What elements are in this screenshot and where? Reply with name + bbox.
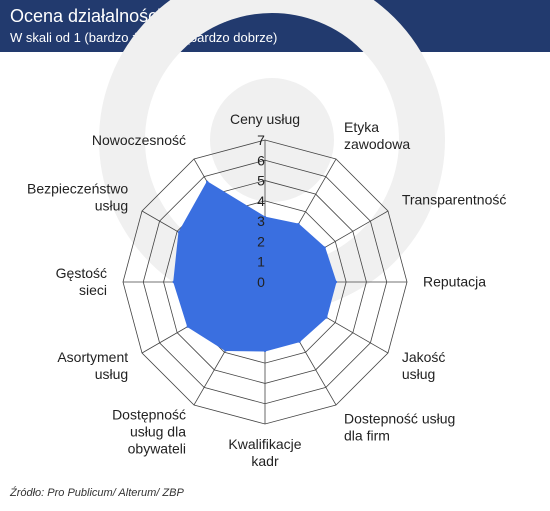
data-point [297,222,300,226]
category-label: Ceny usług [230,111,300,127]
category-label: usług [95,366,128,382]
data-point [172,280,175,284]
tick-label: 4 [257,193,265,209]
category-label: Reputacja [423,273,486,289]
category-label: Nowoczesność [92,132,186,148]
radar-series [172,180,338,353]
category-label: Jakość [402,349,446,365]
data-point [325,316,328,319]
series-area [173,181,337,352]
category-label: zawodowa [344,136,410,152]
tick-label: 2 [257,233,265,249]
tick-label: 3 [257,213,265,229]
source-note: Źródło: Pro Publicum/ Alterum/ ZBP [10,487,184,499]
data-point [334,280,338,284]
data-point [263,215,267,219]
category-label: kadr [251,453,279,469]
tick-label: 1 [257,254,265,270]
tick-label: 5 [257,173,265,189]
category-label: usług [402,366,435,382]
tick-label: 0 [257,274,265,290]
data-point [263,349,267,353]
data-point [205,180,209,184]
category-label: Dostepność usług [344,410,455,426]
category-label: Kwalifikacje [228,436,301,452]
category-label: Gęstość [56,265,107,281]
data-point [186,325,189,328]
category-label: Bezpieczeństwo [27,181,128,197]
watermark-core [210,78,334,202]
tick-label: 7 [257,132,265,148]
category-label: dla firm [344,427,390,443]
tick-label: 6 [257,152,265,168]
category-label: Transparentność [402,192,507,208]
category-label: usług [95,198,128,214]
category-label: Asortyment [57,349,128,365]
category-label: obywateli [128,440,186,456]
category-label: sieci [79,282,107,298]
data-point [224,349,227,352]
category-label: Dostępność [112,406,186,422]
radar-tick-labels: 0 1 2 3 4 5 6 7 [257,132,265,290]
category-label: usług dla [130,423,186,439]
category-label: Etyka [344,119,379,135]
data-point [298,340,301,343]
data-point [177,231,181,234]
data-point [323,246,326,249]
